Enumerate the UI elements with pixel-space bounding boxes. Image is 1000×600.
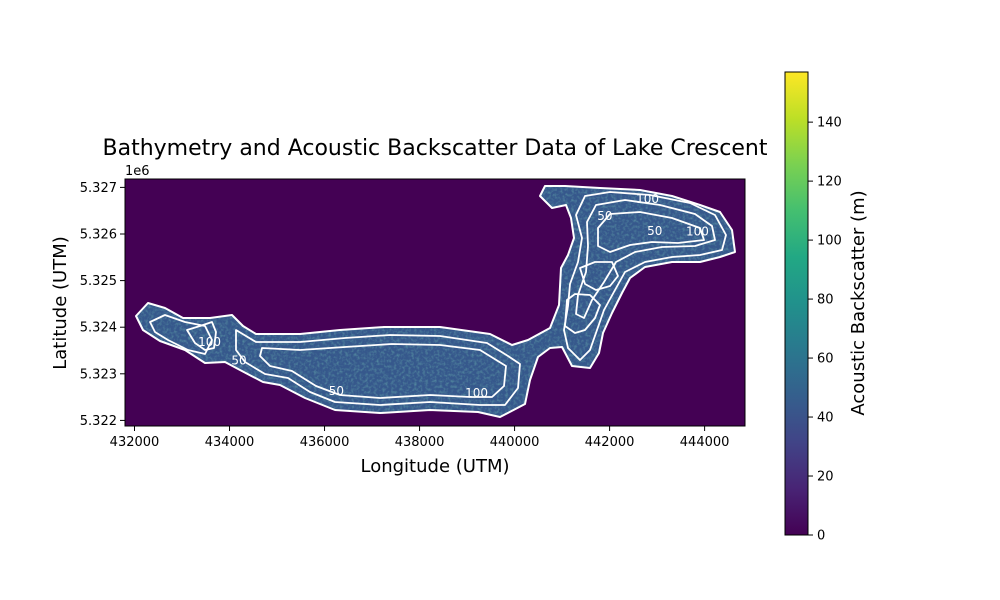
contour-line [149, 314, 213, 355]
y-tick-label: 5.324 [80, 321, 117, 336]
contour-label: 100 [198, 335, 221, 349]
y-tick-label: 5.322 [80, 414, 117, 429]
x-tick-label: 434000 [205, 435, 255, 450]
contour-line [597, 211, 705, 253]
contour-label: 50 [329, 384, 344, 398]
colorbar-ticks: 0 20 40 60 80 100 120 140 [808, 116, 842, 544]
colorbar-tick-label: 0 [817, 529, 825, 544]
y-axis-ticks: 5.322 5.323 5.324 5.325 5.326 5.327 [80, 181, 125, 429]
x-tick-label: 438000 [395, 435, 445, 450]
plot-frame [124, 178, 746, 427]
contour-label: 50 [231, 353, 246, 367]
contour-label: 50 [647, 224, 662, 238]
colorbar: 0 20 40 60 80 100 120 140 Acoustic Backscatter … [784, 71, 869, 544]
colorbar-tick-label: 120 [817, 175, 842, 190]
y-tick-label: 5.327 [80, 181, 117, 196]
colorbar-tick-label: 40 [817, 411, 834, 426]
contour-label: 100 [636, 192, 659, 206]
contour-line [186, 321, 217, 351]
colorbar-tick-label: 60 [817, 352, 834, 367]
bathymetry-contours [135, 185, 736, 418]
plot-area: 100 50 50 100 100 50 50 100 [124, 178, 746, 427]
contour-line [259, 343, 507, 399]
contour-line [579, 261, 619, 291]
contour-line [563, 191, 727, 361]
colorbar-tick-label: 140 [817, 116, 842, 131]
y-tick-label: 5.325 [80, 274, 117, 289]
colorbar-tick-label: 100 [817, 234, 842, 249]
x-tick-label: 436000 [300, 435, 350, 450]
chart-title: Bathymetry and Acoustic Backscatter Data… [103, 136, 768, 161]
contour-line [135, 185, 736, 418]
y-axis-label: Latitude (UTM) [50, 236, 71, 370]
x-tick-label: 432000 [110, 435, 160, 450]
contour-label: 100 [686, 224, 709, 238]
x-tick-label: 442000 [585, 435, 635, 450]
colorbar-gradient [784, 71, 809, 536]
y-tick-label: 5.323 [80, 367, 117, 382]
contour-label: 100 [465, 386, 488, 400]
contour-line [564, 293, 601, 334]
colorbar-tick-label: 80 [817, 293, 834, 308]
y-offset-label: 1e6 [125, 164, 150, 179]
contour-label: 50 [597, 209, 612, 223]
x-tick-label: 440000 [490, 435, 540, 450]
x-axis-label: Longitude (UTM) [361, 456, 510, 477]
contour-line [235, 329, 521, 406]
contour-labels: 100 50 50 100 100 50 50 100 [198, 192, 709, 400]
colorbar-tick-label: 20 [817, 470, 834, 485]
x-tick-label: 444000 [680, 435, 730, 450]
x-axis-ticks: 432000 434000 436000 438000 440000 442000 4440… [110, 426, 730, 450]
colorbar-label: Acoustic Backscatter (m) [848, 190, 869, 415]
y-tick-label: 5.326 [80, 227, 117, 242]
